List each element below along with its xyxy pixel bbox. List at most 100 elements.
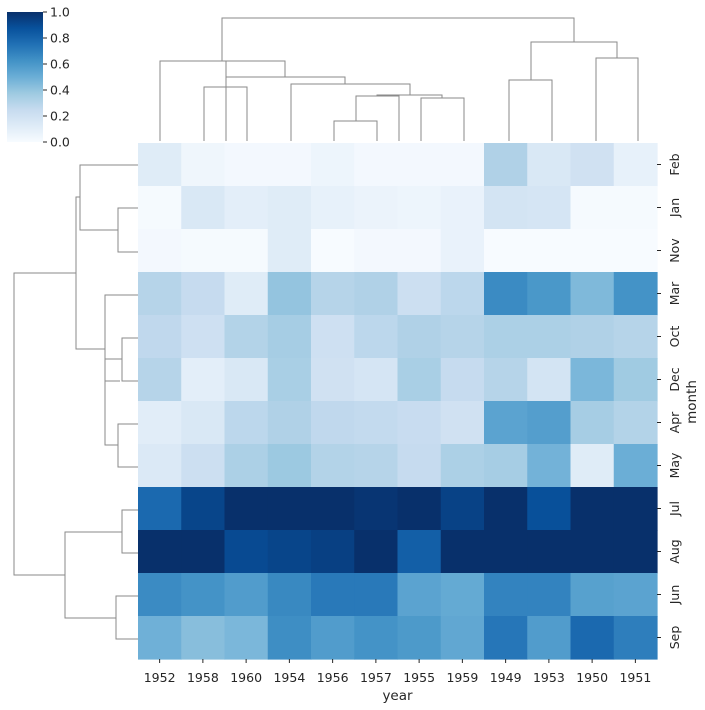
- heatmap-cell-may-1950: [570, 444, 615, 488]
- heatmap-cell-jul-1950: [570, 487, 615, 531]
- heatmap-cell-mar-1960: [224, 272, 269, 316]
- heatmap-cell-dec-1954: [267, 358, 312, 402]
- heatmap-cell-sep-1952: [138, 616, 182, 660]
- heatmap-cell-jan-1949: [484, 186, 528, 230]
- heatmap-cell-nov-1953: [527, 229, 572, 273]
- heatmap-cell-apr-1957: [354, 401, 399, 445]
- colorbar-tick-label: 0.4: [50, 83, 70, 98]
- heatmap-cell-may-1957: [354, 444, 399, 488]
- heatmap-cell-mar-1954: [267, 272, 312, 316]
- heatmap-cell-sep-1958: [181, 616, 226, 660]
- heatmap-cell-may-1953: [527, 444, 572, 488]
- heatmap-cell-may-1956: [311, 444, 355, 488]
- heatmap-cell-apr-1953: [527, 401, 572, 445]
- y-tick-label-aug: Aug: [667, 539, 682, 563]
- heatmap-cell-apr-1956: [311, 401, 355, 445]
- heatmap-cell-aug-1951: [613, 530, 658, 574]
- heatmap-cell-oct-1955: [397, 315, 442, 359]
- heatmap-cell-feb-1954: [267, 143, 312, 187]
- heatmap-cell-feb-1959: [440, 143, 485, 187]
- heatmap-cell-dec-1951: [613, 358, 658, 402]
- y-tick-label-sep: Sep: [667, 626, 682, 650]
- heatmap-cell-dec-1950: [570, 358, 615, 402]
- heatmap-cell-feb-1957: [354, 143, 399, 187]
- heatmap-cell-feb-1950: [570, 143, 615, 187]
- heatmap-cell-aug-1960: [224, 530, 269, 574]
- colorbar-tick-label: 1.0: [50, 5, 70, 20]
- heatmap-cell-apr-1960: [224, 401, 269, 445]
- x-tick-label-1958: 1958: [187, 670, 219, 685]
- heatmap-cell-apr-1955: [397, 401, 442, 445]
- heatmap-cell-jan-1951: [613, 186, 658, 230]
- heatmap-cell-aug-1958: [181, 530, 226, 574]
- heatmap-cell-mar-1959: [440, 272, 485, 316]
- heatmap-cell-jul-1954: [267, 487, 312, 531]
- heatmap-cell-sep-1949: [484, 616, 528, 660]
- x-tick-label-1957: 1957: [360, 670, 392, 685]
- heatmap-cell-aug-1959: [440, 530, 485, 574]
- heatmap-cell-may-1951: [613, 444, 658, 488]
- heatmap-cell-jun-1956: [311, 573, 355, 617]
- heatmap-cell-feb-1952: [138, 143, 182, 187]
- heatmap-cell-jun-1952: [138, 573, 182, 617]
- colorbar-tick-label: 0.0: [50, 135, 70, 150]
- heatmap-cell-feb-1953: [527, 143, 572, 187]
- heatmap-cell-jan-1956: [311, 186, 355, 230]
- heatmap-cell-jul-1952: [138, 487, 182, 531]
- heatmap-cell-jan-1960: [224, 186, 269, 230]
- heatmap-cell-jan-1950: [570, 186, 615, 230]
- heatmap-cell-jun-1955: [397, 573, 442, 617]
- heatmap-cell-may-1955: [397, 444, 442, 488]
- heatmap-cell-oct-1960: [224, 315, 269, 359]
- heatmap-cell-nov-1955: [397, 229, 442, 273]
- heatmap-cell-jul-1958: [181, 487, 226, 531]
- heatmap-cell-mar-1950: [570, 272, 615, 316]
- heatmap-cell-jul-1953: [527, 487, 572, 531]
- heatmap-cell-apr-1951: [613, 401, 658, 445]
- heatmap-cell-oct-1954: [267, 315, 312, 359]
- heatmap-cell-oct-1956: [311, 315, 355, 359]
- heatmap-cell-jun-1958: [181, 573, 226, 617]
- heatmap-cell-jul-1960: [224, 487, 269, 531]
- y-tick-label-oct: Oct: [667, 326, 682, 348]
- heatmap-cell-oct-1958: [181, 315, 226, 359]
- heatmap-cell-sep-1950: [570, 616, 615, 660]
- heatmap-cell-jul-1951: [613, 487, 658, 531]
- heatmap-cell-nov-1957: [354, 229, 399, 273]
- heatmap-cell-mar-1958: [181, 272, 226, 316]
- heatmap-cell-apr-1959: [440, 401, 485, 445]
- heatmap-cell-dec-1956: [311, 358, 355, 402]
- heatmap-cell-mar-1955: [397, 272, 442, 316]
- heatmap-cell-may-1959: [440, 444, 485, 488]
- heatmap-cell-aug-1957: [354, 530, 399, 574]
- heatmap-cell-oct-1952: [138, 315, 182, 359]
- y-tick-label-nov: Nov: [667, 238, 682, 263]
- heatmap-cell-jun-1953: [527, 573, 572, 617]
- heatmap-cell-mar-1951: [613, 272, 658, 316]
- heatmap-cell-sep-1960: [224, 616, 269, 660]
- row-dendrogram-links: [13, 164, 138, 640]
- x-tick-label-1955: 1955: [403, 670, 435, 685]
- heatmap-cell-aug-1953: [527, 530, 572, 574]
- heatmap-cell-nov-1956: [311, 229, 355, 273]
- heatmap-cell-aug-1950: [570, 530, 615, 574]
- heatmap-cell-may-1960: [224, 444, 269, 488]
- colorbar-gradient: [7, 12, 43, 142]
- heatmap-cell-jun-1950: [570, 573, 615, 617]
- heatmap-cell-nov-1951: [613, 229, 658, 273]
- heatmap-cell-jul-1959: [440, 487, 485, 531]
- heatmap-cell-apr-1958: [181, 401, 226, 445]
- heatmap-cell-feb-1956: [311, 143, 355, 187]
- x-tick-label-1951: 1951: [619, 670, 651, 685]
- heatmap-cell-dec-1959: [440, 358, 485, 402]
- heatmap-cell-aug-1955: [397, 530, 442, 574]
- heatmap-cell-jun-1960: [224, 573, 269, 617]
- heatmap-cell-dec-1957: [354, 358, 399, 402]
- column-dendrogram-links: [159, 17, 639, 141]
- x-tick-labels: 1952 1958 1960 1954 1956 1957 1955 1959 1949 1953…: [144, 659, 651, 685]
- heatmap-cell-mar-1952: [138, 272, 182, 316]
- heatmap-cell-apr-1950: [570, 401, 615, 445]
- y-tick-label-feb: Feb: [667, 153, 682, 175]
- heatmap-cell-jun-1951: [613, 573, 658, 617]
